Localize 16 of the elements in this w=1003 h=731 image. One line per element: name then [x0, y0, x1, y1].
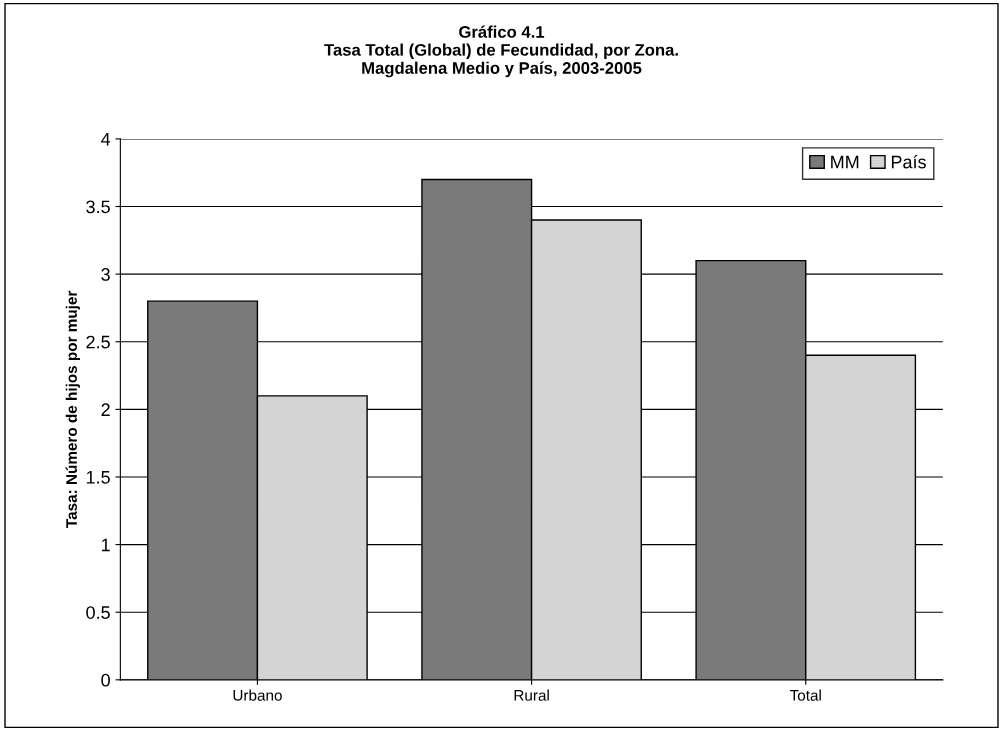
- y-tick-label: 2.5: [86, 335, 110, 349]
- y-tick-label: 3: [101, 268, 110, 281]
- y-tick-label: 1.5: [86, 471, 110, 484]
- y-tick-label: 0: [101, 673, 110, 687]
- y-tick-label: 0.5: [86, 606, 110, 619]
- legend-label: País: [891, 154, 926, 169]
- y-tick-label: 2: [101, 403, 110, 416]
- y-tick-label: 1: [101, 538, 110, 552]
- x-tick-label: Rural: [514, 689, 549, 701]
- y-axis-title: Tasa: Número de hijos por mujer: [65, 290, 80, 528]
- y-tick-label: 3.5: [86, 200, 110, 214]
- chart-title: Gráfico 4.1 Tasa Total (Global) de Fecundidad, por Zona. Magdalena Medio y País, 2003-2005: [324, 25, 678, 78]
- legend-label: MM: [831, 155, 859, 169]
- y-tick-label: 4: [101, 133, 111, 146]
- x-tick-label: Total: [789, 689, 821, 701]
- x-tick-label: Urbano: [233, 689, 282, 701]
